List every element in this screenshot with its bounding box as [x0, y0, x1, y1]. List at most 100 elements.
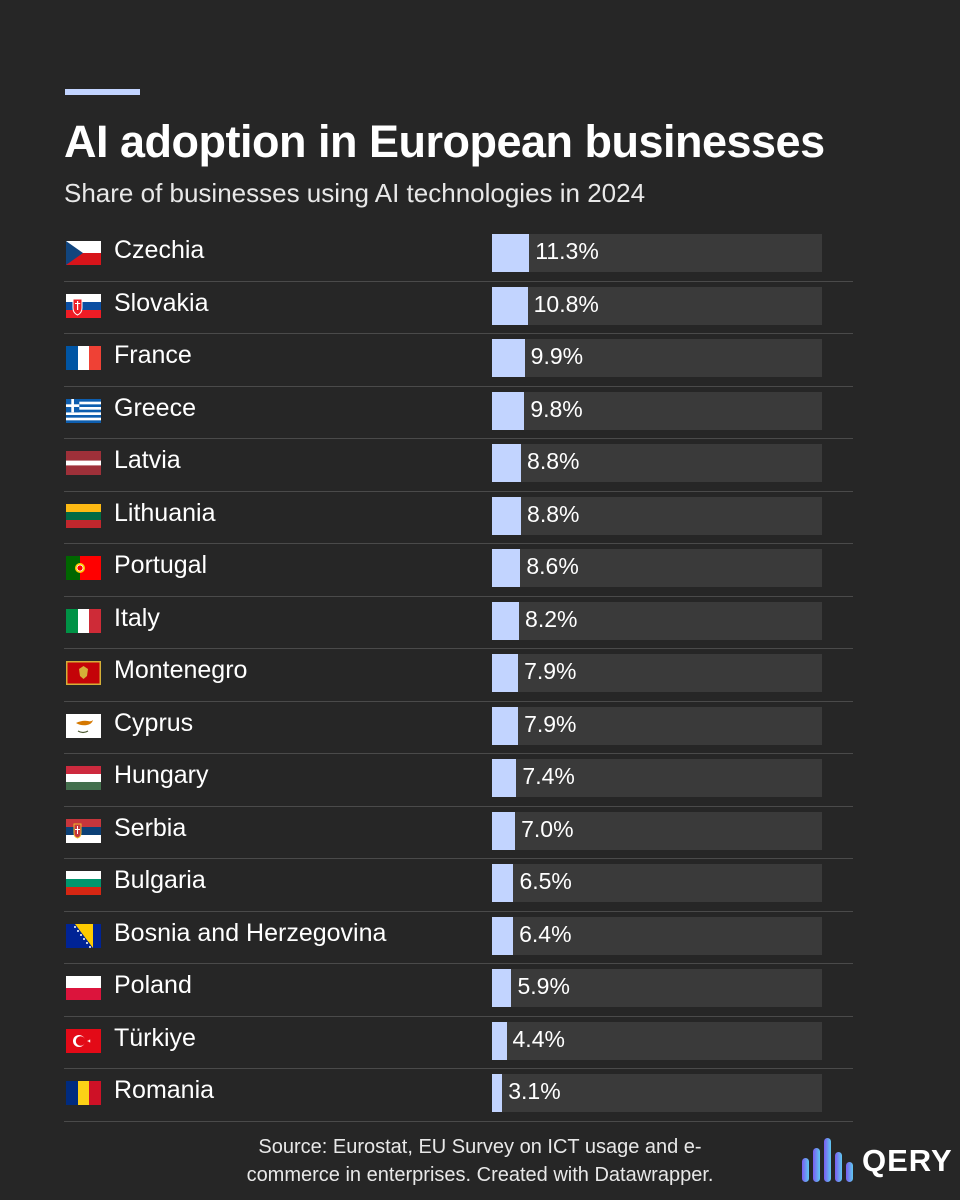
bar [492, 1074, 503, 1112]
bar [492, 864, 514, 902]
category-label: Cyprus [114, 708, 194, 737]
bar-row-slovakia: Slovakia 10.8% [64, 282, 853, 334]
bar-track: 8.6% [492, 549, 822, 587]
row-divider [64, 1120, 853, 1122]
value-label: 9.9% [530, 343, 584, 369]
row-divider [64, 1015, 853, 1017]
bar-track: 7.0% [492, 811, 822, 850]
czechia-flag-icon [66, 241, 101, 265]
bar [492, 1021, 507, 1060]
row-divider [64, 963, 853, 964]
category-label: Hungary [114, 761, 209, 789]
category-label: Italy [114, 603, 160, 632]
bar-row-czechia: Czechia 11.3% [64, 229, 853, 282]
bar-row-greece: Greece 9.8% [64, 387, 853, 439]
bar [492, 706, 519, 745]
hungary-flag-icon [66, 766, 101, 790]
bar [492, 444, 522, 482]
bar-row-serbia: Serbia 7.0% [64, 807, 853, 859]
bar [492, 496, 522, 535]
bar [492, 549, 521, 587]
row-divider [64, 543, 853, 544]
row-divider [64, 753, 853, 754]
row-divider [64, 490, 853, 492]
slovakia-flag-icon [66, 293, 101, 318]
row-divider [64, 858, 853, 859]
poland-flag-icon [66, 976, 101, 1000]
value-label: 5.9% [517, 973, 570, 999]
bar-row-bosnia-and-herzegovina: Bosnia and Herzegovina 6.4% [64, 912, 853, 964]
bar-track: 11.3% [492, 234, 822, 272]
row-divider [64, 648, 853, 649]
bar-track: 6.4% [492, 916, 822, 955]
cyprus-flag-icon [66, 713, 101, 738]
row-divider [64, 1068, 853, 1069]
value-label: 6.5% [519, 868, 572, 894]
category-label: Greece [114, 393, 196, 422]
bosnia-and-herzegovina-flag-icon [66, 923, 101, 948]
bar-row-france: France 9.9% [64, 334, 853, 387]
row-divider [64, 438, 853, 439]
category-label: Bulgaria [114, 866, 206, 894]
category-label: Lithuania [114, 498, 216, 527]
italy-flag-icon [66, 608, 101, 633]
value-label: 8.6% [526, 553, 579, 579]
greece-flag-icon [66, 398, 101, 423]
source-line-1: Source: Eurostat, EU Survey on ICT usage… [258, 1136, 702, 1158]
bar-track: 7.4% [492, 759, 822, 797]
bar-row-romania: Romania 3.1% [64, 1069, 853, 1122]
category-label: Türkiye [114, 1023, 196, 1052]
value-label: 7.9% [524, 658, 577, 684]
bar [492, 916, 514, 955]
bar [492, 654, 519, 692]
bar [492, 339, 525, 377]
row-divider [64, 700, 853, 702]
bar-track: 3.1% [492, 1074, 822, 1112]
category-label: Romania [114, 1076, 215, 1104]
category-label: Czechia [114, 236, 205, 264]
bar-row-poland: Poland 5.9% [64, 964, 853, 1017]
bar-row-lithuania: Lithuania 8.8% [64, 492, 853, 544]
value-label: 8.8% [527, 448, 580, 474]
bar-row-bulgaria: Bulgaria 6.5% [64, 859, 853, 912]
bar [492, 601, 520, 640]
turkiye-flag-icon [66, 1028, 101, 1053]
bar-row-montenegro: Montenegro 7.9% [64, 649, 853, 702]
serbia-flag-icon [66, 818, 101, 843]
source-note: Source: Eurostat, EU Survey on ICT usage… [190, 1133, 770, 1189]
bar [492, 811, 516, 850]
value-label: 9.8% [530, 395, 583, 422]
bar-chart-logo-icon [802, 1138, 853, 1182]
row-divider [64, 595, 853, 597]
bar-track: 7.9% [492, 654, 822, 692]
bar-row-turkiye: Türkiye 4.4% [64, 1017, 853, 1069]
value-label: 8.2% [525, 605, 578, 632]
value-label: 3.1% [508, 1078, 561, 1104]
value-label: 7.0% [521, 815, 574, 842]
bar-row-cyprus: Cyprus 7.9% [64, 702, 853, 754]
bar-track: 8.8% [492, 444, 822, 482]
bar-track: 6.5% [492, 864, 822, 902]
row-divider [64, 280, 853, 282]
montenegro-flag-icon [66, 661, 101, 685]
value-label: 11.3% [535, 238, 599, 264]
brand-logo: QERY [800, 1136, 952, 1184]
row-divider [64, 385, 853, 387]
source-line-2: commerce in enterprises. Created with Da… [246, 1164, 714, 1186]
accent-line [65, 89, 140, 95]
bar [492, 234, 530, 272]
category-label: Latvia [114, 446, 181, 474]
row-divider [64, 910, 853, 912]
category-label: Bosnia and Herzegovina [114, 918, 387, 947]
category-label: Portugal [114, 551, 208, 579]
value-label: 6.4% [519, 920, 572, 947]
bar [492, 759, 517, 797]
latvia-flag-icon [66, 451, 101, 475]
romania-flag-icon [66, 1081, 101, 1105]
bar [492, 969, 512, 1007]
france-flag-icon [66, 346, 101, 370]
bar-row-portugal: Portugal 8.6% [64, 544, 853, 597]
value-label: 8.8% [527, 500, 580, 527]
bar [492, 286, 528, 325]
value-label: 7.4% [522, 763, 575, 789]
